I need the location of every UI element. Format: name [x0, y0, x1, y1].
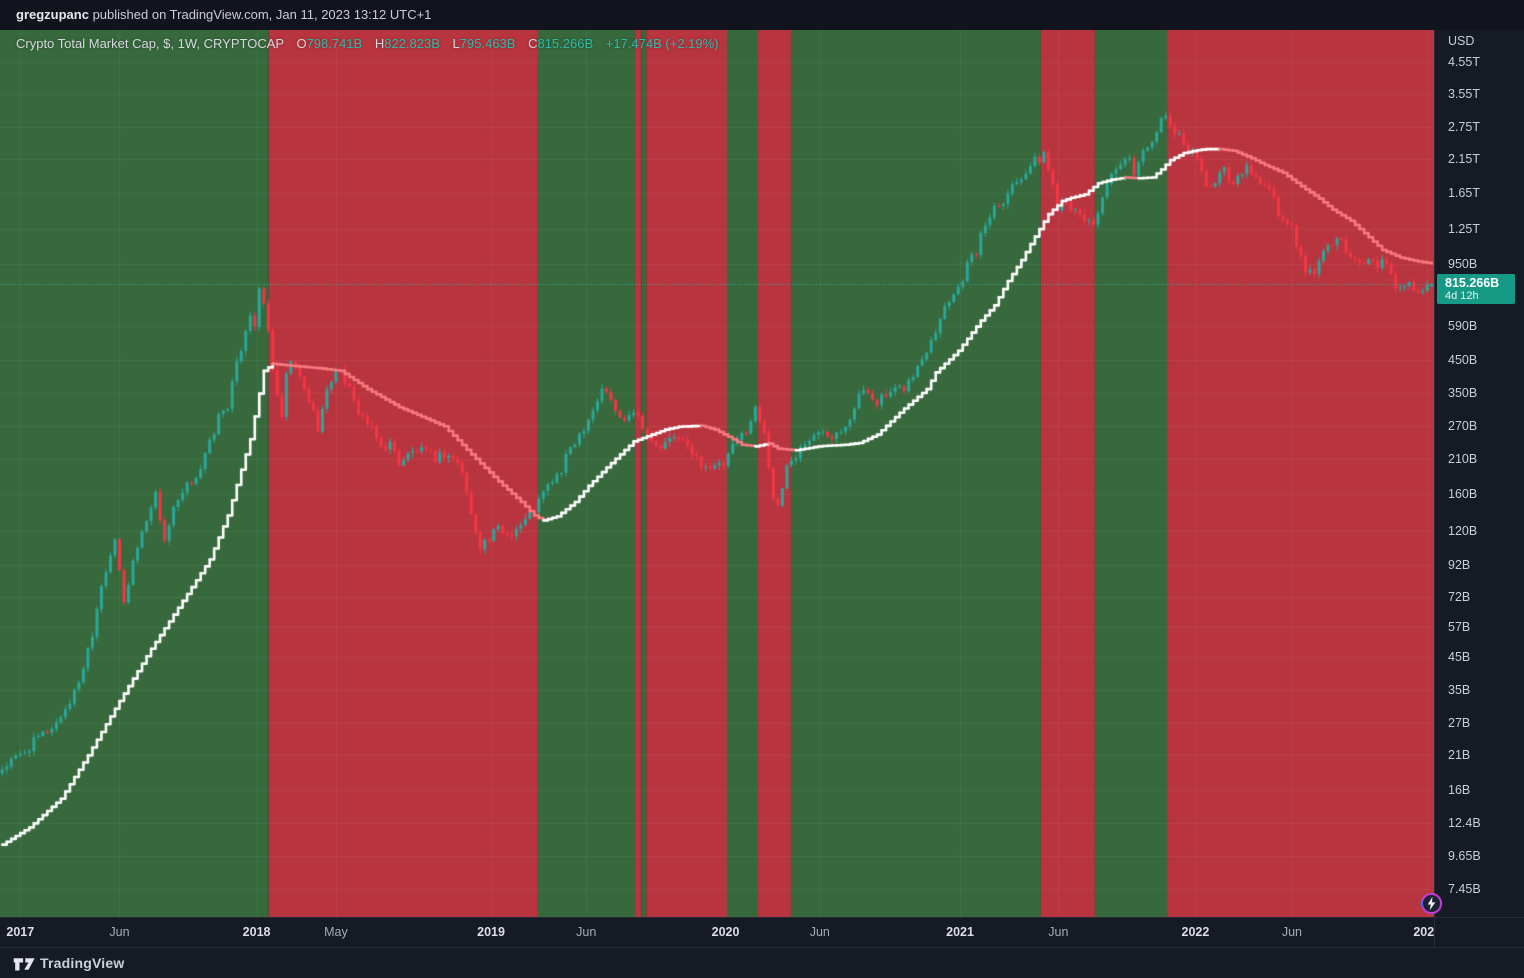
time-tick-year: 2023	[1413, 925, 1434, 939]
price-tick-label: 350B	[1448, 385, 1478, 400]
axis-divider	[1434, 918, 1435, 948]
price-tick-label: 16B	[1448, 783, 1471, 798]
price-tick-label: 9.65B	[1448, 848, 1481, 863]
price-tick-label: 72B	[1448, 589, 1471, 604]
low-value: 795.463B	[459, 36, 516, 51]
price-tick-label: 3.55T	[1448, 87, 1480, 102]
open-value: 798.741B	[306, 36, 363, 51]
bar-countdown: 4d 12h	[1445, 289, 1479, 302]
price-tick-label: 120B	[1448, 523, 1478, 538]
high-value: 822.823B	[384, 36, 440, 51]
change-value: +17.474B (+2.19%)	[605, 36, 719, 51]
price-tick-label: 270B	[1448, 419, 1478, 434]
legend-symbol-title[interactable]: Crypto Total Market Cap, $, 1W, CRYPTOCA…	[16, 36, 284, 51]
time-tick-year: 2020	[711, 925, 740, 939]
attribution-bar: gregzupanc published on TradingView.com,…	[0, 0, 1524, 30]
time-tick-month: Jun	[576, 925, 597, 939]
current-price-label: 815.266B 4d 12h	[1437, 273, 1515, 304]
low-label: L	[452, 36, 460, 51]
price-axis[interactable]: USD 815.266B 4d 12h 4.55T 3.55T 2.75T 2.15T…	[1434, 30, 1524, 917]
time-axis[interactable]: 2017 Jun 2018 May 2019 Jun 2020 Jun 2021 Jun 2022 J…	[0, 917, 1524, 948]
price-tick-label: 1.65T	[1448, 186, 1480, 200]
price-tick-label: 92B	[1448, 557, 1471, 572]
time-tick-month: May	[324, 925, 348, 939]
time-tick-year: 2022	[1181, 925, 1210, 939]
price-tick-label: 590B	[1448, 318, 1478, 333]
username: gregzupanc	[16, 7, 89, 22]
price-tick-label: 2.15T	[1448, 151, 1480, 166]
time-tick-month: Jun	[109, 925, 130, 939]
time-tick-year: 2017	[6, 925, 35, 939]
price-tick-label: 57B	[1448, 619, 1471, 634]
price-tick-label: 27B	[1448, 715, 1471, 730]
high-label: H	[374, 36, 385, 51]
chart-canvas[interactable]	[0, 30, 1434, 917]
current-price-value: 815.266B	[1445, 275, 1500, 290]
close-value: 815.266B	[537, 36, 594, 51]
time-tick-month: Jun	[1048, 925, 1069, 939]
time-tick-year: 2018	[242, 925, 271, 939]
price-tick-label: 950B	[1448, 257, 1478, 272]
price-tick-label: 35B	[1448, 682, 1471, 697]
time-axis-labels: 2017 Jun 2018 May 2019 Jun 2020 Jun 2021 Jun 2022 J…	[0, 918, 1434, 948]
price-tick-label: 21B	[1448, 748, 1471, 763]
time-tick-year: 2019	[477, 925, 505, 939]
currency-label: USD	[1448, 34, 1475, 48]
price-tick-label: 210B	[1448, 451, 1478, 466]
price-tick-label: 4.55T	[1448, 55, 1480, 70]
close-label: C	[528, 36, 538, 51]
time-tick-year: 2021	[946, 925, 974, 939]
price-tick-label: 160B	[1448, 486, 1478, 501]
flash-badge-icon[interactable]	[1420, 892, 1443, 915]
chart-legend: Crypto Total Market Cap, $, 1W, CRYPTOCA…	[16, 36, 719, 51]
tradingview-logo-icon[interactable]	[13, 956, 39, 972]
price-tick-label: 12.4B	[1448, 816, 1481, 831]
tradingview-brand[interactable]: TradingView	[40, 955, 125, 971]
price-tick-label: 45B	[1448, 650, 1471, 665]
open-label: O	[296, 36, 307, 51]
price-tick-label: 1.25T	[1448, 221, 1480, 236]
price-tick-label: 2.75T	[1448, 120, 1480, 135]
time-tick-month: Jun	[1281, 925, 1303, 939]
attribution-text: published on TradingView.com, Jan 11, 20…	[88, 7, 432, 22]
price-tick-label: 450B	[1448, 353, 1478, 368]
time-tick-month: Jun	[809, 925, 830, 939]
footer-bar: TradingView	[0, 947, 1524, 978]
price-tick-label: 7.45B	[1448, 881, 1481, 896]
